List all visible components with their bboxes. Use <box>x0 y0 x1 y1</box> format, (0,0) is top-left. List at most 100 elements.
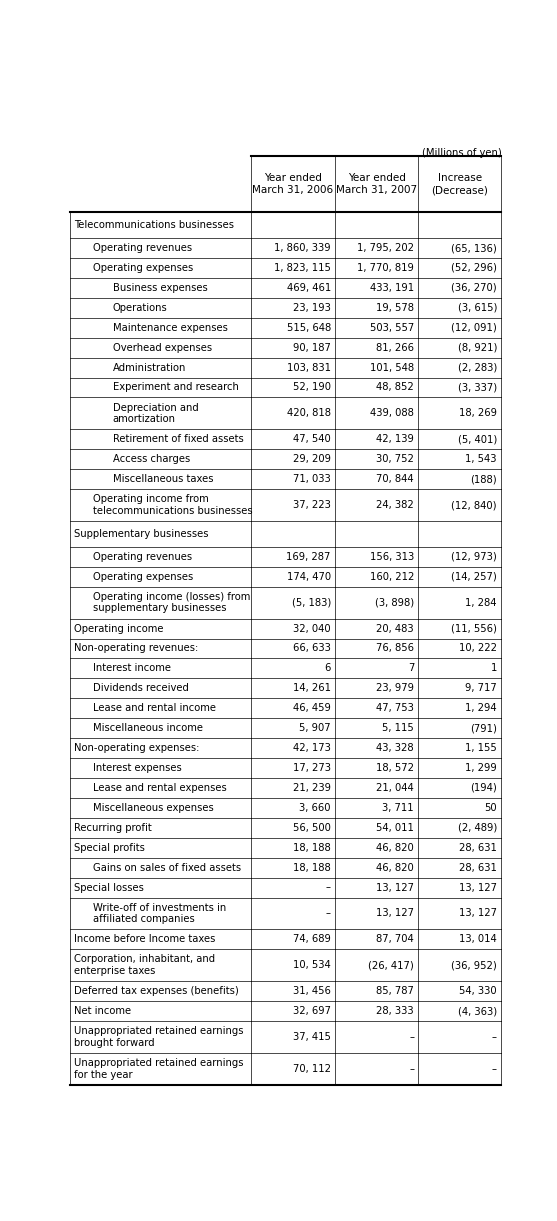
Text: 1, 543: 1, 543 <box>466 454 497 464</box>
Text: Interest income: Interest income <box>94 663 172 674</box>
Text: 515, 648: 515, 648 <box>286 322 331 332</box>
Text: Telecommunications businesses: Telecommunications businesses <box>74 220 234 230</box>
Text: 32, 040: 32, 040 <box>293 624 331 634</box>
Text: 174, 470: 174, 470 <box>287 571 331 581</box>
Text: (188): (188) <box>470 474 497 485</box>
Text: 420, 818: 420, 818 <box>287 408 331 419</box>
Text: 19, 578: 19, 578 <box>376 303 414 313</box>
Text: Experiment and research: Experiment and research <box>113 382 238 392</box>
Text: (2, 283): (2, 283) <box>458 363 497 372</box>
Text: 28, 631: 28, 631 <box>459 863 497 873</box>
Text: 54, 330: 54, 330 <box>460 987 497 996</box>
Text: (36, 270): (36, 270) <box>451 283 497 293</box>
Text: Business expenses: Business expenses <box>113 283 208 293</box>
Text: Retirement of fixed assets: Retirement of fixed assets <box>113 435 243 444</box>
Text: 1, 770, 819: 1, 770, 819 <box>357 263 414 274</box>
Text: Net income: Net income <box>74 1006 131 1016</box>
Text: 13, 127: 13, 127 <box>376 908 414 918</box>
Text: 18, 188: 18, 188 <box>293 842 331 852</box>
Text: (36, 952): (36, 952) <box>451 960 497 971</box>
Text: Operating expenses: Operating expenses <box>94 571 194 581</box>
Text: 28, 631: 28, 631 <box>459 842 497 852</box>
Text: 37, 415: 37, 415 <box>293 1032 331 1042</box>
Text: 169, 287: 169, 287 <box>286 552 331 562</box>
Text: 13, 127: 13, 127 <box>459 908 497 918</box>
Text: (194): (194) <box>470 783 497 792</box>
Text: Gains on sales of fixed assets: Gains on sales of fixed assets <box>94 863 242 873</box>
Text: (12, 091): (12, 091) <box>451 322 497 332</box>
Text: 46, 820: 46, 820 <box>377 863 414 873</box>
Text: Operating revenues: Operating revenues <box>94 552 193 562</box>
Text: (12, 973): (12, 973) <box>451 552 497 562</box>
Text: 87, 704: 87, 704 <box>377 934 414 944</box>
Text: Dividends received: Dividends received <box>94 684 189 694</box>
Text: 21, 239: 21, 239 <box>293 783 331 792</box>
Text: 76, 856: 76, 856 <box>376 643 414 653</box>
Text: 13, 127: 13, 127 <box>459 883 497 893</box>
Text: 90, 187: 90, 187 <box>293 343 331 353</box>
Text: 70, 112: 70, 112 <box>293 1063 331 1074</box>
Text: (3, 337): (3, 337) <box>458 382 497 392</box>
Text: (791): (791) <box>470 723 497 733</box>
Text: 20, 483: 20, 483 <box>377 624 414 634</box>
Text: 9, 717: 9, 717 <box>465 684 497 694</box>
Text: 433, 191: 433, 191 <box>370 283 414 293</box>
Text: (26, 417): (26, 417) <box>368 960 414 971</box>
Text: (3, 615): (3, 615) <box>458 303 497 313</box>
Text: 21, 044: 21, 044 <box>377 783 414 792</box>
Text: 28, 333: 28, 333 <box>377 1006 414 1016</box>
Text: Operating expenses: Operating expenses <box>94 263 194 274</box>
Text: 52, 190: 52, 190 <box>293 382 331 392</box>
Text: Access charges: Access charges <box>113 454 190 464</box>
Text: –: – <box>409 1063 414 1074</box>
Text: Corporation, inhabitant, and
enterprise taxes: Corporation, inhabitant, and enterprise … <box>74 955 215 976</box>
Text: 47, 540: 47, 540 <box>293 435 331 444</box>
Text: 43, 328: 43, 328 <box>377 744 414 753</box>
Text: 1, 299: 1, 299 <box>465 763 497 773</box>
Text: 13, 014: 13, 014 <box>459 934 497 944</box>
Text: 23, 979: 23, 979 <box>376 684 414 694</box>
Text: (12, 840): (12, 840) <box>452 501 497 510</box>
Text: 17, 273: 17, 273 <box>293 763 331 773</box>
Text: 1, 823, 115: 1, 823, 115 <box>274 263 331 274</box>
Text: (3, 898): (3, 898) <box>375 597 414 608</box>
Text: 37, 223: 37, 223 <box>293 501 331 510</box>
Text: 18, 572: 18, 572 <box>376 763 414 773</box>
Text: Overhead expenses: Overhead expenses <box>113 343 212 353</box>
Text: (4, 363): (4, 363) <box>458 1006 497 1016</box>
Text: 29, 209: 29, 209 <box>293 454 331 464</box>
Text: Operations: Operations <box>113 303 168 313</box>
Text: 18, 269: 18, 269 <box>459 408 497 419</box>
Text: 10, 534: 10, 534 <box>293 960 331 971</box>
Text: (52, 296): (52, 296) <box>451 263 497 274</box>
Text: Unappropriated retained earnings
brought forward: Unappropriated retained earnings brought… <box>74 1026 243 1048</box>
Text: –: – <box>326 883 331 893</box>
Text: 5, 907: 5, 907 <box>299 723 331 733</box>
Text: (65, 136): (65, 136) <box>451 243 497 253</box>
Text: 14, 261: 14, 261 <box>293 684 331 694</box>
Text: 54, 011: 54, 011 <box>376 823 414 833</box>
Text: Maintenance expenses: Maintenance expenses <box>113 322 228 332</box>
Text: 1: 1 <box>491 663 497 674</box>
Text: (2, 489): (2, 489) <box>458 823 497 833</box>
Text: Miscellaneous expenses: Miscellaneous expenses <box>94 803 214 813</box>
Text: Income before Income taxes: Income before Income taxes <box>74 934 216 944</box>
Text: Interest expenses: Interest expenses <box>94 763 182 773</box>
Text: 81, 266: 81, 266 <box>376 343 414 353</box>
Text: Operating income: Operating income <box>74 624 163 634</box>
Text: 47, 753: 47, 753 <box>376 703 414 713</box>
Text: 6: 6 <box>324 663 331 674</box>
Text: Special profits: Special profits <box>74 842 145 852</box>
Text: Increase
(Decrease): Increase (Decrease) <box>432 173 488 195</box>
Text: 503, 557: 503, 557 <box>370 322 414 332</box>
Text: Special losses: Special losses <box>74 883 144 893</box>
Text: Unappropriated retained earnings
for the year: Unappropriated retained earnings for the… <box>74 1059 243 1079</box>
Text: 3, 660: 3, 660 <box>299 803 331 813</box>
Text: 1, 294: 1, 294 <box>465 703 497 713</box>
Text: Supplementary businesses: Supplementary businesses <box>74 529 208 538</box>
Text: 23, 193: 23, 193 <box>293 303 331 313</box>
Text: 156, 313: 156, 313 <box>370 552 414 562</box>
Text: –: – <box>492 1032 497 1042</box>
Text: 439, 088: 439, 088 <box>370 408 414 419</box>
Text: Operating revenues: Operating revenues <box>94 243 193 253</box>
